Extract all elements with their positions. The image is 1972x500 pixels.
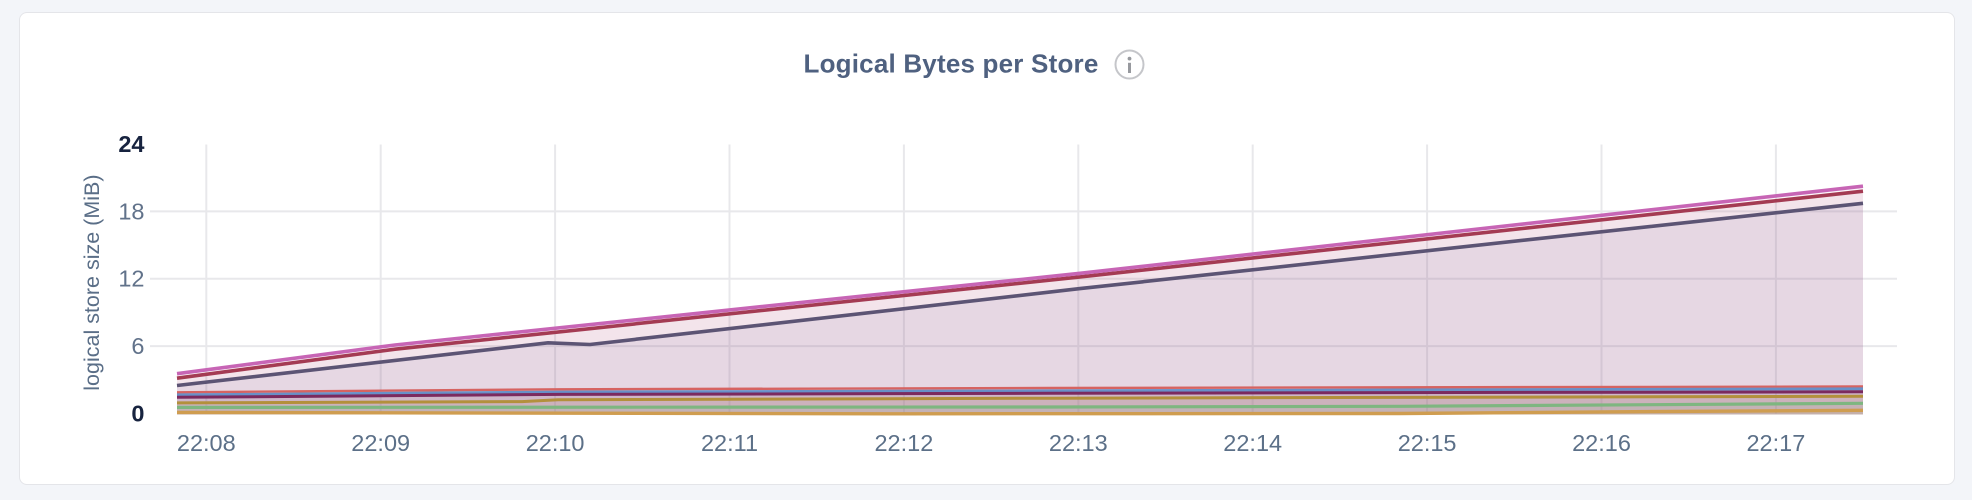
svg-text:12: 12 <box>118 266 144 292</box>
svg-text:0: 0 <box>131 401 144 427</box>
svg-text:22:12: 22:12 <box>874 430 933 456</box>
svg-text:22:17: 22:17 <box>1746 430 1805 456</box>
svg-text:22:10: 22:10 <box>526 430 585 456</box>
svg-text:22:09: 22:09 <box>351 430 410 456</box>
svg-text:6: 6 <box>131 333 144 359</box>
svg-text:Logical Bytes per Store: Logical Bytes per Store <box>803 49 1098 79</box>
svg-text:22:11: 22:11 <box>701 430 758 456</box>
svg-text:18: 18 <box>118 198 144 224</box>
svg-text:22:14: 22:14 <box>1223 430 1282 456</box>
svg-text:22:13: 22:13 <box>1049 430 1108 456</box>
svg-text:24: 24 <box>118 131 144 157</box>
svg-text:logical store size (MiB): logical store size (MiB) <box>80 174 104 390</box>
svg-text:22:16: 22:16 <box>1572 430 1631 456</box>
svg-text:22:08: 22:08 <box>177 430 236 456</box>
svg-text:22:15: 22:15 <box>1398 430 1457 456</box>
